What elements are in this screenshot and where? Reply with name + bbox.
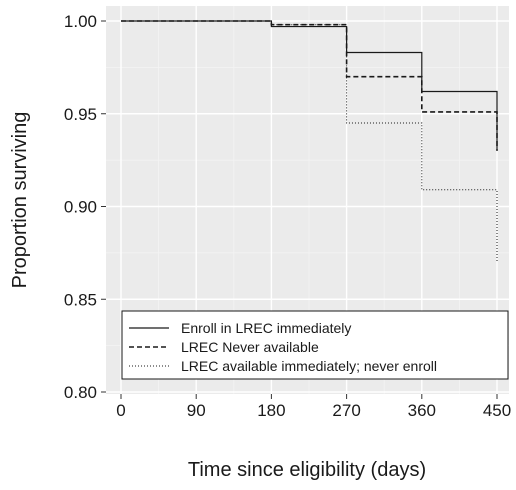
- series-layer: [121, 20, 498, 263]
- legend-label: LREC Never available: [181, 339, 319, 355]
- series-line-dashed: [121, 20, 498, 151]
- x-axis-title: Time since eligibility (days): [188, 459, 426, 481]
- legend-label: LREC available immediately; never enroll: [181, 358, 437, 374]
- legend-label: Enroll in LREC immediately: [181, 320, 351, 336]
- series-line-dotted: [121, 20, 498, 263]
- x-tick-label: 0: [116, 401, 125, 420]
- y-tick-label: 0.90: [64, 198, 97, 217]
- y-axis-title: Proportion surviving: [9, 112, 31, 289]
- legend-box: [121, 310, 509, 380]
- x-tick-label: 180: [257, 401, 285, 420]
- legend: Enroll in LREC immediately LREC Never av…: [121, 310, 509, 380]
- y-tick-label: 0.85: [64, 290, 97, 309]
- y-tick-label: 0.95: [64, 105, 97, 124]
- y-tick-label: 1.00: [64, 12, 97, 31]
- x-tick-label: 450: [483, 401, 511, 420]
- x-tick-label: 270: [332, 401, 360, 420]
- x-tick-label: 360: [408, 401, 436, 420]
- y-tick-label: 0.80: [64, 383, 97, 402]
- x-tick-label: 90: [187, 401, 206, 420]
- axis-layer: 0 90 180 270 360 450 0.80 0.85 0.90 0.95 1.00: [64, 12, 511, 420]
